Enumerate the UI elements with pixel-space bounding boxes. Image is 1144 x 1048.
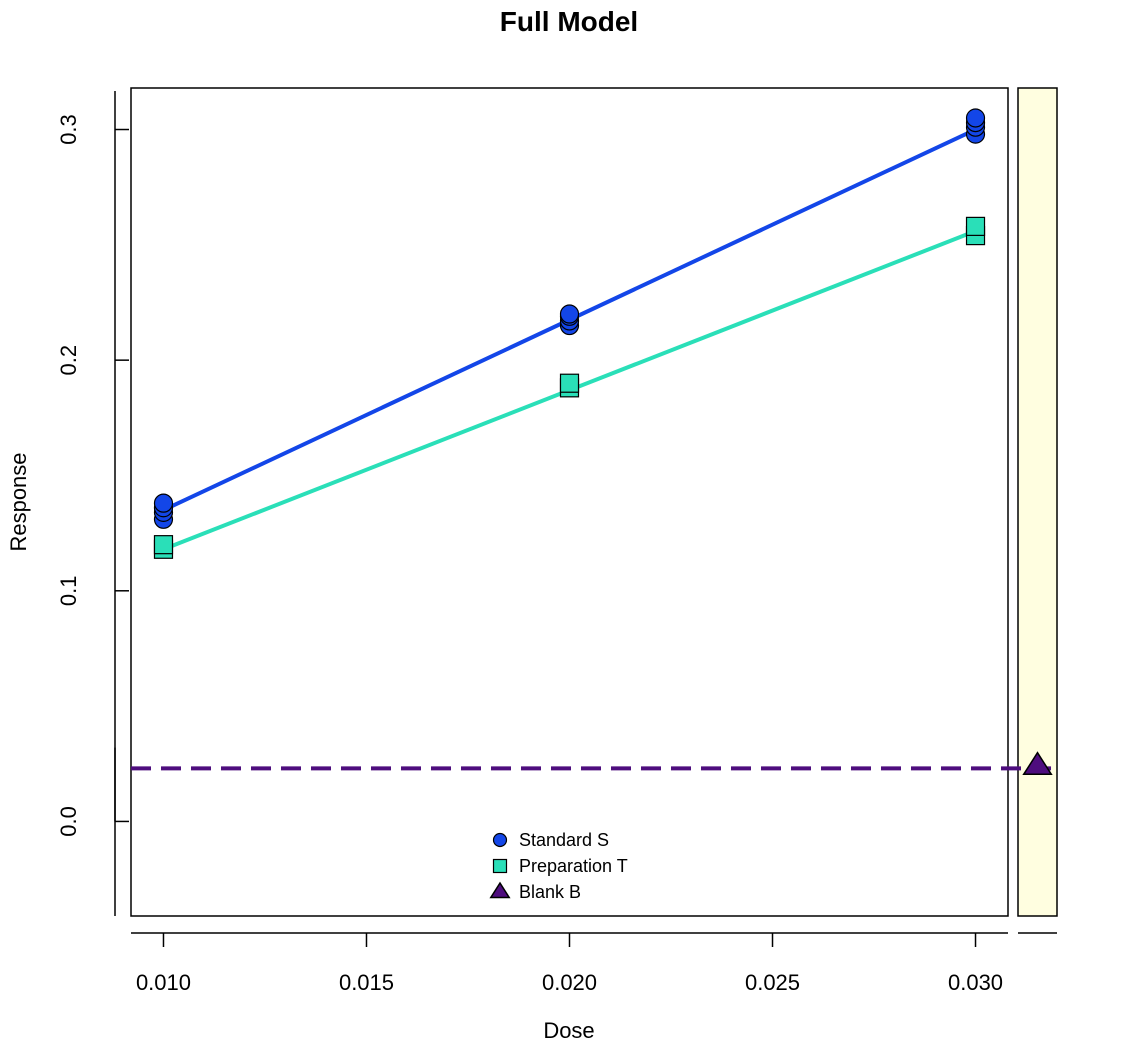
data-point	[559, 304, 580, 324]
legend-label: Standard S	[519, 830, 609, 850]
data-point	[1022, 751, 1053, 776]
chart-title: Full Model	[500, 6, 638, 37]
legend-marker	[492, 858, 508, 874]
data-point	[965, 216, 986, 236]
x-tick-label: 0.030	[948, 970, 1003, 995]
data-point	[153, 535, 174, 555]
legend-label: Preparation T	[519, 856, 628, 876]
x-tick-label: 0.015	[339, 970, 394, 995]
plot-frame	[130, 87, 1009, 917]
data-point	[153, 493, 174, 513]
legend-marker	[492, 832, 508, 848]
legend-marker	[489, 881, 511, 899]
side-panel	[1017, 87, 1058, 917]
data-point	[965, 108, 986, 128]
legend-label: Blank B	[519, 882, 581, 902]
y-axis-label: Response	[6, 452, 31, 551]
y-tick-label: 0.0	[56, 806, 81, 837]
x-tick-label: 0.010	[136, 970, 191, 995]
x-tick-label: 0.020	[542, 970, 597, 995]
y-tick-label: 0.2	[56, 345, 81, 376]
plot-layer: 0.0 0.1 0.2 0.3 0.010 0.015 0.020 0.025 0.030 Sta…	[56, 87, 1058, 995]
y-tick-label: 0.1	[56, 575, 81, 606]
x-tick-label: 0.025	[745, 970, 800, 995]
data-point	[559, 373, 580, 393]
y-tick-label: 0.3	[56, 114, 81, 145]
x-axis-label: Dose	[543, 1018, 594, 1043]
